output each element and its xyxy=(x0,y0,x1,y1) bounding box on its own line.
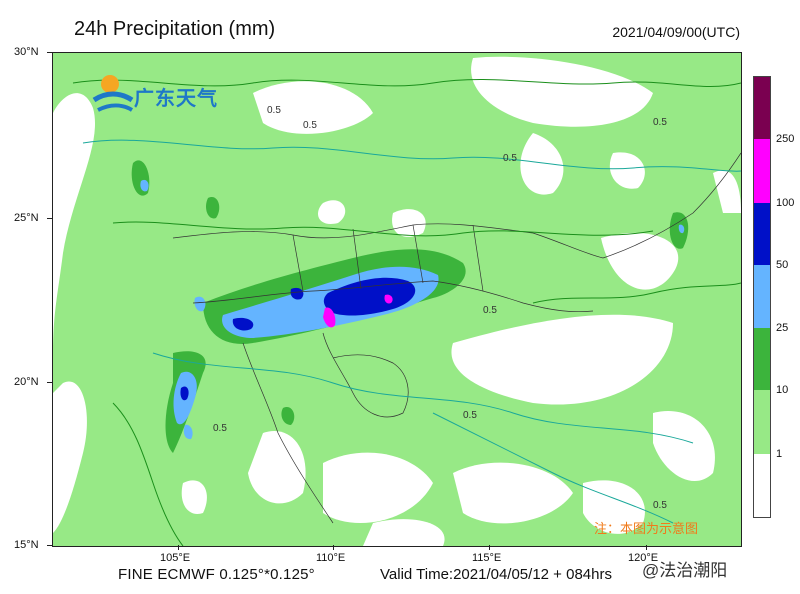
contour-label: 0.5 xyxy=(303,120,317,131)
lon-label: 115°E xyxy=(472,552,502,564)
lon-label: 110°E xyxy=(316,552,346,564)
lon-label: 105°E xyxy=(160,552,191,564)
lon-tick xyxy=(333,545,334,550)
model-info: FINE ECMWF 0.125°*0.125° xyxy=(118,566,315,583)
contours xyxy=(72,79,741,546)
lon-label: 120°E xyxy=(628,552,659,564)
colorbar-label: 100 xyxy=(776,197,795,209)
colorbar-label: 25 xyxy=(776,322,789,334)
lat-label: 15°N xyxy=(14,539,39,551)
contour-labels: 0.5 0.5 0.5 0.5 0.5 0.5 0.5 0.5 xyxy=(213,105,667,511)
colorbar-label: 1 xyxy=(776,448,783,460)
colorbar-segment xyxy=(754,454,770,517)
weibo-watermark: @法治潮阳 xyxy=(642,561,728,580)
colorbar-segment xyxy=(754,139,770,203)
forecast-date: 2021/04/09/00(UTC) xyxy=(612,24,740,40)
dry-areas xyxy=(53,56,741,546)
contour-label: 0.5 xyxy=(213,423,227,434)
colorbar-label: 50 xyxy=(776,259,789,271)
logo-text: 广东天气 xyxy=(134,88,218,110)
colorbar-label: 250 xyxy=(776,133,795,145)
colorbar-segment xyxy=(754,328,770,390)
contour-label: 0.5 xyxy=(653,500,667,511)
guangdong-weather-logo xyxy=(92,75,134,112)
disclaimer-note: 注：本图为示意图 xyxy=(594,521,699,536)
lon-tick xyxy=(489,545,490,550)
lat-tick xyxy=(47,52,52,53)
lon-tick xyxy=(178,545,179,550)
rain-100-250 xyxy=(323,294,393,328)
colorbar-segment xyxy=(754,77,770,139)
lat-label: 20°N xyxy=(14,376,39,388)
lat-tick xyxy=(47,545,52,546)
lat-label: 25°N xyxy=(14,212,39,224)
colorbar-segment xyxy=(754,203,770,265)
lat-tick xyxy=(47,382,52,383)
valid-time: Valid Time:2021/04/05/12 + 084hrs xyxy=(380,566,612,583)
rain-10-25 xyxy=(131,160,689,453)
map-svg: 0.5 0.5 0.5 0.5 0.5 0.5 0.5 0.5 xyxy=(53,56,741,546)
rain-50-100 xyxy=(180,277,416,401)
colorbar-label: 10 xyxy=(776,384,789,396)
colorbar xyxy=(753,76,771,518)
boundaries xyxy=(172,152,741,524)
contour-label: 0.5 xyxy=(267,105,281,116)
map-title: 24h Precipitation (mm) xyxy=(74,18,276,40)
contour-label: 0.5 xyxy=(503,153,517,164)
lon-tick xyxy=(646,545,647,550)
colorbar-segment xyxy=(754,265,770,328)
contour-label: 0.5 xyxy=(653,117,667,128)
lat-tick xyxy=(47,218,52,219)
precipitation-map: 0.5 0.5 0.5 0.5 0.5 0.5 0.5 0.5 xyxy=(52,52,742,547)
lat-label: 30°N xyxy=(14,46,39,58)
contour-label: 0.5 xyxy=(463,410,477,421)
contour-label: 0.5 xyxy=(483,305,497,316)
colorbar-segment xyxy=(754,390,770,454)
